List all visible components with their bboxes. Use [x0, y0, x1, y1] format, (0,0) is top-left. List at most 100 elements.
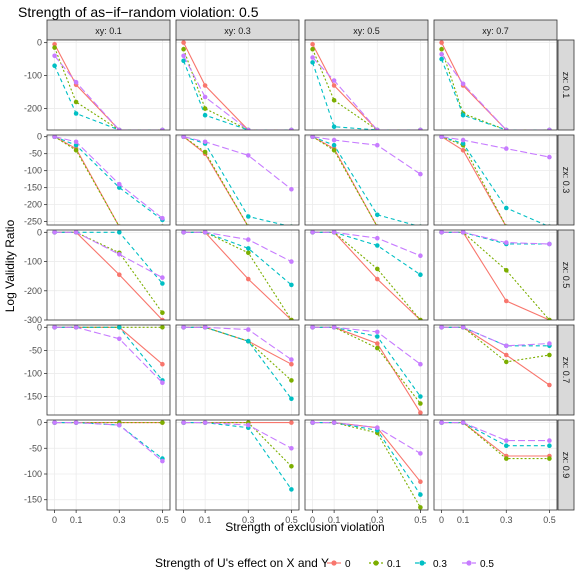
series-line: [441, 326, 550, 347]
legend-key-point: [373, 560, 379, 566]
series-line: [312, 136, 377, 225]
data-point: [117, 422, 122, 428]
data-point: [504, 205, 509, 211]
series-line: [312, 48, 421, 130]
panel-border: [175, 419, 300, 511]
data-point: [310, 135, 315, 139]
panel-background: [434, 325, 557, 415]
x-tick-label: 0.1: [457, 515, 470, 525]
series-line: [183, 136, 287, 225]
panel-background: [305, 40, 428, 130]
series-line: [54, 422, 163, 462]
data-point: [547, 341, 552, 346]
data-point: [331, 142, 337, 148]
data-point: [160, 281, 165, 286]
data-point: [246, 153, 251, 158]
data-point: [504, 438, 509, 443]
y-tick-label: 0: [37, 322, 42, 332]
data-point: [418, 492, 423, 497]
y-tick-label: -200: [24, 200, 42, 210]
data-point: [375, 266, 380, 272]
data-point: [73, 79, 79, 85]
data-point: [504, 443, 509, 449]
series-line: [312, 136, 417, 225]
series-line: [183, 326, 292, 361]
data-point: [289, 282, 294, 288]
data-point: [418, 394, 423, 399]
series-line: [183, 136, 248, 225]
data-point: [246, 237, 251, 242]
series-line: [183, 231, 292, 263]
data-point: [289, 259, 294, 264]
legend-entry-label: 0.3: [433, 559, 447, 570]
data-point: [547, 352, 552, 358]
data-point: [181, 53, 186, 59]
data-point: [418, 127, 423, 130]
data-point: [331, 78, 337, 83]
panel-series-group: [310, 420, 423, 510]
panel-background: [47, 325, 170, 415]
data-point: [202, 106, 208, 111]
series-line: [441, 58, 550, 130]
y-tick-label: -50: [29, 149, 42, 159]
data-point: [52, 135, 57, 139]
x-tick-label: 0: [310, 515, 315, 525]
series-line: [312, 326, 421, 365]
row-strip: [557, 134, 575, 226]
series-line: [441, 422, 550, 460]
data-point: [160, 317, 165, 320]
data-point: [52, 63, 57, 68]
panel-background: [305, 135, 428, 225]
data-point: [331, 325, 337, 330]
data-point: [289, 464, 294, 469]
panel-series-group: [52, 325, 165, 386]
data-point: [202, 149, 208, 155]
panel-background: [305, 420, 428, 510]
row-strip: [557, 419, 575, 511]
y-tick-label: -200: [24, 286, 42, 296]
legend-entry-label: 0.5: [480, 559, 494, 570]
data-point: [160, 380, 165, 386]
panel-background: [47, 135, 170, 225]
data-point: [504, 359, 509, 365]
x-tick-label: 0.1: [70, 515, 83, 525]
data-point: [246, 246, 251, 251]
data-point: [246, 338, 251, 344]
series-line: [312, 231, 421, 320]
row-strip: [557, 39, 575, 131]
series-line: [54, 55, 163, 130]
y-tick-label: 0: [37, 132, 42, 142]
panel-border: [175, 229, 300, 321]
data-point: [331, 83, 337, 88]
panel-background: [176, 135, 299, 225]
panel-background: [47, 420, 170, 510]
data-point: [289, 487, 294, 492]
data-point: [418, 479, 423, 485]
data-point: [52, 230, 57, 235]
data-point: [439, 135, 444, 139]
data-point: [289, 357, 294, 362]
data-point: [418, 505, 423, 510]
panel-border: [175, 324, 300, 416]
series-line: [183, 136, 248, 225]
data-point: [375, 276, 380, 282]
data-point: [504, 343, 509, 349]
panel-background: [176, 420, 299, 510]
data-point: [52, 45, 57, 50]
data-point: [117, 185, 122, 190]
data-point: [310, 55, 315, 60]
panel-series-group: [181, 230, 294, 320]
data-point: [439, 325, 444, 330]
y-tick-label: 0: [37, 227, 42, 237]
panel-border: [304, 134, 429, 226]
series-line: [441, 136, 507, 225]
data-point: [246, 276, 251, 282]
series-line: [312, 422, 421, 454]
data-point: [160, 275, 165, 280]
data-point: [460, 325, 466, 330]
series-line: [312, 326, 421, 404]
y-tick-label: -150: [24, 183, 42, 193]
data-point: [73, 99, 79, 105]
column-strip-label: xy: 0.3: [224, 26, 251, 36]
y-tick-label: -300: [24, 315, 42, 325]
